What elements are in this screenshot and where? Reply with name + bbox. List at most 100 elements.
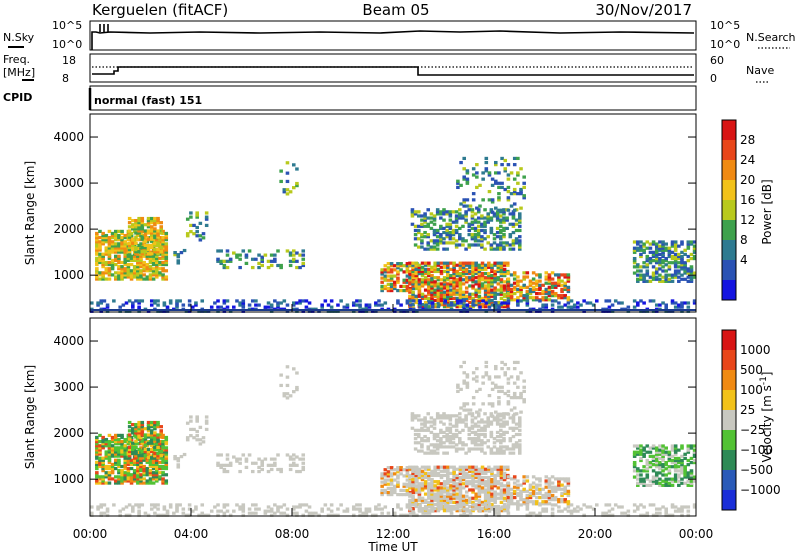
- power-cell: [465, 181, 470, 185]
- velocity-cell: [123, 475, 128, 479]
- velocity-cell: [557, 509, 561, 513]
- power-cell: [198, 238, 203, 242]
- velocity-cell: [522, 502, 526, 506]
- velocity-cell: [487, 496, 491, 500]
- velocity-cell: [550, 489, 555, 493]
- velocity-cell: [99, 505, 104, 509]
- velocity-cell: [216, 461, 220, 465]
- power-cell: [432, 245, 437, 249]
- velocity-cell: [380, 476, 384, 480]
- velocity-cell: [101, 456, 105, 460]
- power-cell: [557, 281, 561, 285]
- velocity-cell: [493, 496, 497, 500]
- velocity-cell: [408, 475, 412, 480]
- velocity-cell: [257, 469, 261, 474]
- velocity-cell: [126, 473, 131, 477]
- velocity-cell: [661, 473, 665, 477]
- power-cell: [235, 299, 239, 303]
- power-cell: [465, 198, 470, 202]
- power-cell: [560, 305, 564, 309]
- velocity-cell: [474, 486, 478, 490]
- power-cell: [487, 189, 492, 194]
- velocity-cell: [104, 475, 109, 479]
- velocity-cell: [525, 513, 530, 517]
- velocity-cell: [158, 477, 162, 481]
- power-cell: [120, 231, 124, 236]
- velocity-cell: [445, 434, 449, 439]
- velocity-cell: [172, 511, 176, 515]
- velocity-cell: [651, 456, 656, 461]
- velocity-cell: [433, 494, 437, 498]
- power-cell: [136, 246, 140, 250]
- power-cell: [517, 224, 522, 228]
- power-cell: [411, 265, 415, 269]
- power-cell: [110, 265, 115, 269]
- power-cell: [161, 275, 165, 279]
- power-cell: [620, 301, 624, 305]
- power-cell: [136, 252, 140, 256]
- power-cell: [677, 269, 681, 273]
- velocity-cell: [528, 511, 533, 515]
- velocity-cell: [686, 513, 691, 517]
- power-cell: [120, 267, 124, 271]
- velocity-cell: [506, 481, 511, 485]
- power-cell: [494, 160, 498, 165]
- velocity-cell: [417, 471, 422, 475]
- velocity-cell: [408, 504, 412, 509]
- power-cell: [149, 225, 154, 229]
- velocity-cell: [149, 437, 154, 441]
- power-cell: [525, 299, 530, 303]
- velocity-cell: [165, 509, 170, 513]
- velocity-cell: [427, 473, 431, 478]
- power-cell: [658, 252, 662, 257]
- power-cell: [547, 287, 552, 292]
- velocity-cell: [269, 509, 274, 513]
- power-cell: [129, 269, 134, 273]
- velocity-cell: [137, 435, 141, 439]
- velocity-cell: [670, 483, 675, 487]
- power-cell: [670, 275, 675, 279]
- power-cell: [499, 292, 504, 296]
- power-cell: [642, 265, 646, 269]
- velocity-cell: [505, 420, 509, 424]
- velocity-cell: [506, 485, 511, 489]
- power-cell: [131, 301, 135, 305]
- power-cell: [490, 274, 494, 278]
- power-cell: [516, 281, 520, 285]
- velocity-cell: [429, 430, 434, 435]
- velocity-cell: [680, 444, 684, 448]
- velocity-cell: [651, 469, 656, 473]
- power-cell: [471, 300, 475, 305]
- power-cell: [636, 277, 640, 281]
- velocity-cell: [467, 412, 472, 416]
- power-cell: [436, 288, 441, 292]
- power-cell: [140, 221, 145, 225]
- velocity-cell: [512, 495, 517, 500]
- velocity-cell: [502, 412, 506, 416]
- velocity-cell: [497, 513, 501, 517]
- velocity-cell: [470, 414, 475, 418]
- power-cell: [435, 208, 440, 212]
- velocity-cell: [505, 445, 509, 449]
- power-cell: [173, 253, 177, 257]
- velocity-cell: [446, 465, 450, 469]
- velocity-cell: [496, 486, 501, 490]
- power-cell: [474, 282, 478, 286]
- velocity-cell: [146, 429, 151, 433]
- velocity-cell: [120, 450, 124, 454]
- velocity-cell: [95, 464, 99, 469]
- power-cell: [374, 309, 378, 313]
- power-cell: [164, 233, 169, 238]
- power-cell: [508, 247, 513, 251]
- power-cell: [512, 287, 517, 292]
- velocity-cell: [263, 457, 268, 461]
- velocity-cell: [517, 445, 522, 449]
- velocity-cell: [445, 445, 449, 449]
- velocity-cell: [502, 471, 507, 475]
- velocity-cell: [148, 454, 153, 458]
- velocity-cell: [430, 500, 434, 505]
- power-cell: [487, 286, 491, 290]
- velocity-cell: [292, 505, 296, 509]
- power-cell: [161, 246, 165, 250]
- power-cell: [477, 284, 482, 288]
